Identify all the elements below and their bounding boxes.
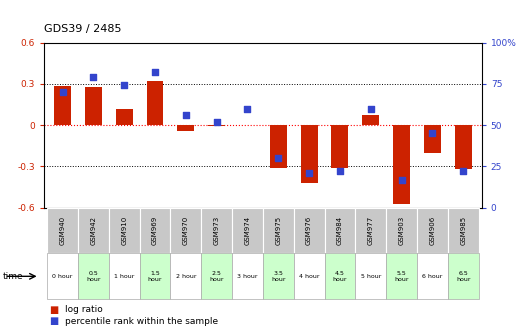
- Bar: [170, 208, 201, 253]
- Bar: [325, 208, 355, 253]
- Point: [182, 112, 190, 118]
- Text: GSM970: GSM970: [183, 216, 189, 245]
- Bar: [208, 125, 225, 127]
- Point: [428, 131, 437, 136]
- Text: time: time: [3, 272, 23, 281]
- Bar: [78, 253, 109, 299]
- Bar: [232, 208, 263, 253]
- Bar: [417, 253, 448, 299]
- Text: 5 hour: 5 hour: [361, 274, 381, 279]
- Bar: [232, 253, 263, 299]
- Text: 4.5
hour: 4.5 hour: [333, 271, 347, 282]
- Point: [243, 106, 252, 111]
- Text: 6 hour: 6 hour: [422, 274, 442, 279]
- Point: [120, 83, 128, 88]
- Bar: [201, 208, 232, 253]
- Point: [305, 170, 313, 176]
- Point: [274, 155, 282, 161]
- Text: 0 hour: 0 hour: [52, 274, 73, 279]
- Bar: [139, 253, 170, 299]
- Text: 3 hour: 3 hour: [237, 274, 258, 279]
- Bar: [386, 208, 417, 253]
- Bar: [455, 125, 472, 169]
- Bar: [263, 208, 294, 253]
- Bar: [270, 125, 287, 168]
- Bar: [263, 253, 294, 299]
- Text: 0.5
hour: 0.5 hour: [86, 271, 100, 282]
- Bar: [355, 253, 386, 299]
- Text: ■: ■: [49, 316, 59, 326]
- Text: 4 hour: 4 hour: [299, 274, 320, 279]
- Bar: [393, 125, 410, 203]
- Bar: [139, 208, 170, 253]
- Text: GSM903: GSM903: [398, 216, 405, 245]
- Text: 2 hour: 2 hour: [176, 274, 196, 279]
- Bar: [116, 109, 133, 125]
- Point: [151, 70, 159, 75]
- Bar: [448, 253, 479, 299]
- Point: [459, 169, 467, 174]
- Text: GSM975: GSM975: [275, 216, 281, 245]
- Text: ■: ■: [49, 305, 59, 315]
- Bar: [294, 253, 325, 299]
- Text: GSM940: GSM940: [60, 216, 65, 245]
- Text: GDS39 / 2485: GDS39 / 2485: [44, 24, 122, 34]
- Text: GSM974: GSM974: [244, 216, 251, 245]
- Text: GSM984: GSM984: [337, 216, 343, 245]
- Text: 2.5
hour: 2.5 hour: [209, 271, 224, 282]
- Text: 3.5
hour: 3.5 hour: [271, 271, 285, 282]
- Bar: [170, 253, 201, 299]
- Point: [212, 119, 221, 124]
- Bar: [85, 87, 102, 125]
- Bar: [332, 125, 349, 168]
- Text: GSM985: GSM985: [461, 216, 466, 245]
- Bar: [362, 115, 379, 125]
- Bar: [47, 208, 78, 253]
- Text: 5.5
hour: 5.5 hour: [394, 271, 409, 282]
- Bar: [177, 125, 194, 130]
- Text: GSM973: GSM973: [213, 216, 220, 245]
- Bar: [417, 208, 448, 253]
- Text: percentile rank within the sample: percentile rank within the sample: [65, 317, 218, 326]
- Text: GSM969: GSM969: [152, 216, 158, 245]
- Bar: [294, 208, 325, 253]
- Text: GSM942: GSM942: [90, 216, 96, 245]
- Bar: [47, 253, 78, 299]
- Bar: [201, 253, 232, 299]
- Bar: [424, 125, 441, 153]
- Text: GSM976: GSM976: [306, 216, 312, 245]
- Point: [59, 89, 67, 95]
- Bar: [448, 208, 479, 253]
- Bar: [355, 208, 386, 253]
- Point: [367, 106, 375, 111]
- Bar: [325, 253, 355, 299]
- Bar: [300, 125, 318, 183]
- Text: 1.5
hour: 1.5 hour: [148, 271, 162, 282]
- Bar: [147, 81, 164, 125]
- Point: [89, 75, 97, 80]
- Text: GSM906: GSM906: [429, 216, 436, 245]
- Bar: [54, 86, 71, 125]
- Bar: [109, 208, 139, 253]
- Bar: [109, 253, 139, 299]
- Bar: [78, 208, 109, 253]
- Point: [397, 177, 406, 182]
- Point: [336, 169, 344, 174]
- Bar: [386, 253, 417, 299]
- Text: 6.5
hour: 6.5 hour: [456, 271, 470, 282]
- Text: GSM977: GSM977: [368, 216, 374, 245]
- Text: 1 hour: 1 hour: [114, 274, 134, 279]
- Text: log ratio: log ratio: [65, 305, 103, 315]
- Text: GSM910: GSM910: [121, 216, 127, 245]
